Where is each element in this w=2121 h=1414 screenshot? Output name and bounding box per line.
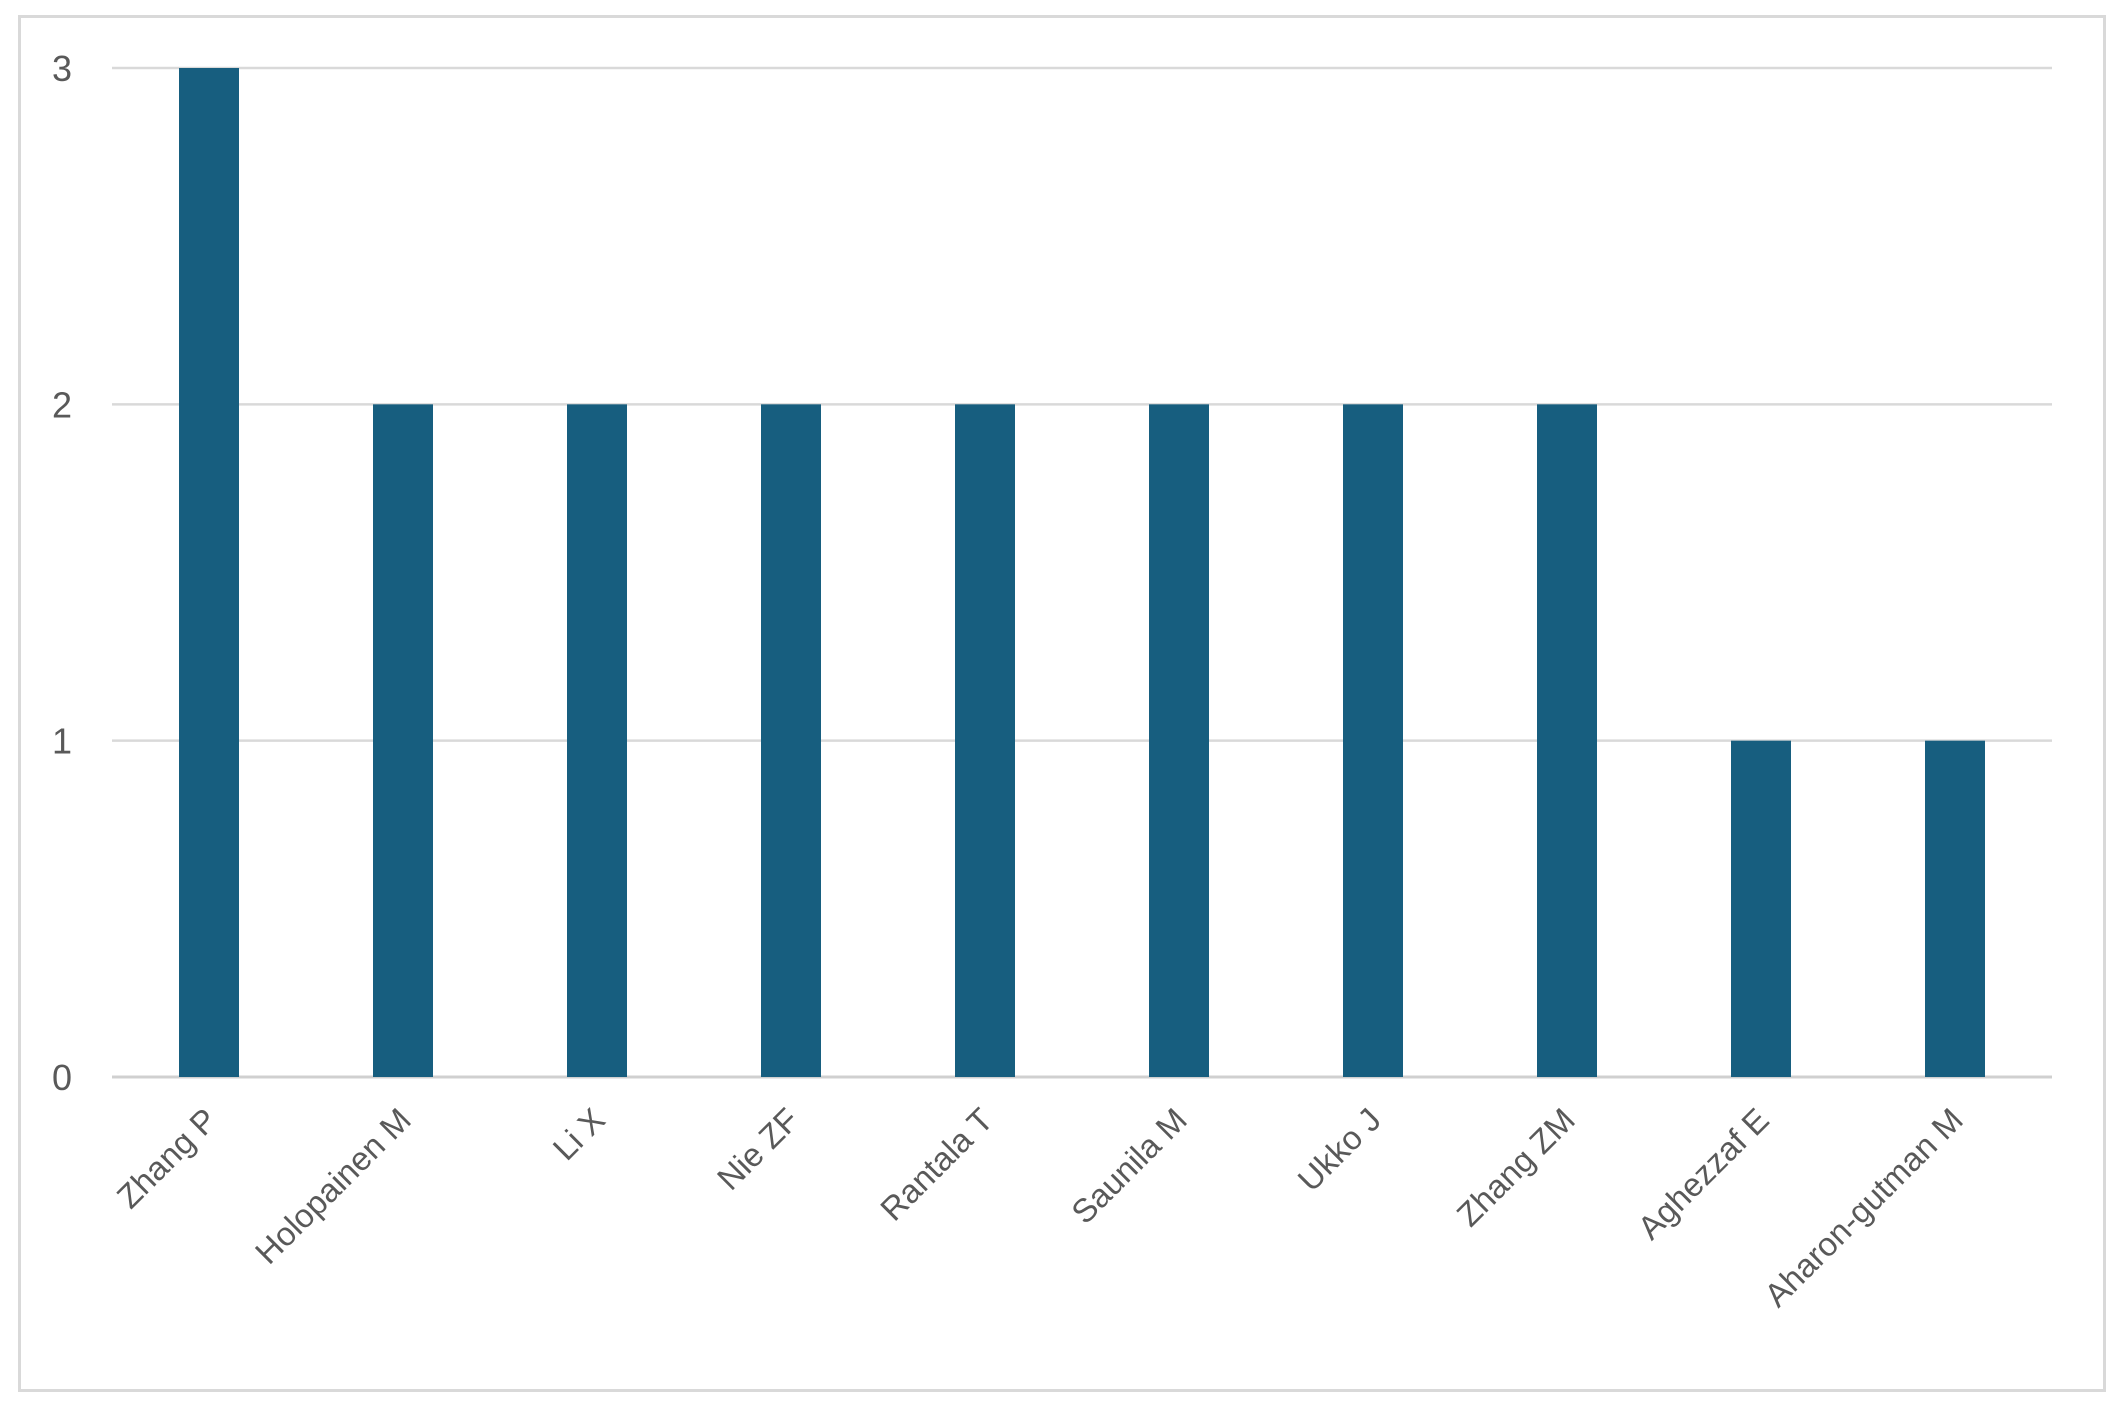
x-tick-label-zhang-zm: Zhang ZM <box>1449 1101 1582 1234</box>
bar-saunila-m <box>1149 404 1209 1077</box>
x-tick-label-nie-zf: Nie ZF <box>710 1101 806 1197</box>
y-tick-label-1: 1 <box>52 721 72 762</box>
x-tick-label-aghezzaf-e: Aghezzaf E <box>1630 1101 1776 1247</box>
bars <box>179 68 1985 1077</box>
x-tick-label-aharon-gutman-m: Aharon-gutman M <box>1757 1101 1970 1314</box>
x-axis-ticks: Zhang P Holopainen M Li X Nie ZF Rantala T Sa… <box>110 1101 1970 1314</box>
bar-holopainen-m <box>373 404 433 1077</box>
x-tick-label-holopainen-m: Holopainen M <box>248 1101 418 1271</box>
x-tick-label-saunila-m: Saunila M <box>1064 1101 1194 1231</box>
gridlines <box>112 66 2052 1079</box>
chart-frame <box>18 15 2106 1392</box>
bar-zhang-p <box>179 68 239 1077</box>
bar-aharon-gutman-m <box>1925 740 1985 1077</box>
y-tick-label-2: 2 <box>52 384 72 425</box>
y-tick-label-0: 0 <box>52 1057 72 1098</box>
y-tick-label-3: 3 <box>52 48 72 89</box>
x-tick-label-zhang-p: Zhang P <box>110 1101 224 1215</box>
bar-nie-zf <box>761 404 821 1077</box>
bar-aghezzaf-e <box>1731 740 1791 1077</box>
x-tick-label-li-x: Li X <box>546 1101 612 1167</box>
x-tick-label-rantala-t: Rantala T <box>873 1101 1000 1228</box>
bar-rantala-t <box>955 404 1015 1077</box>
bar-ukko-j <box>1343 404 1403 1077</box>
bar-li-x <box>567 404 627 1077</box>
y-axis-ticks: 0 1 2 3 <box>52 48 72 1098</box>
x-tick-label-ukko-j: Ukko J <box>1290 1101 1387 1198</box>
bar-zhang-zm <box>1537 404 1597 1077</box>
